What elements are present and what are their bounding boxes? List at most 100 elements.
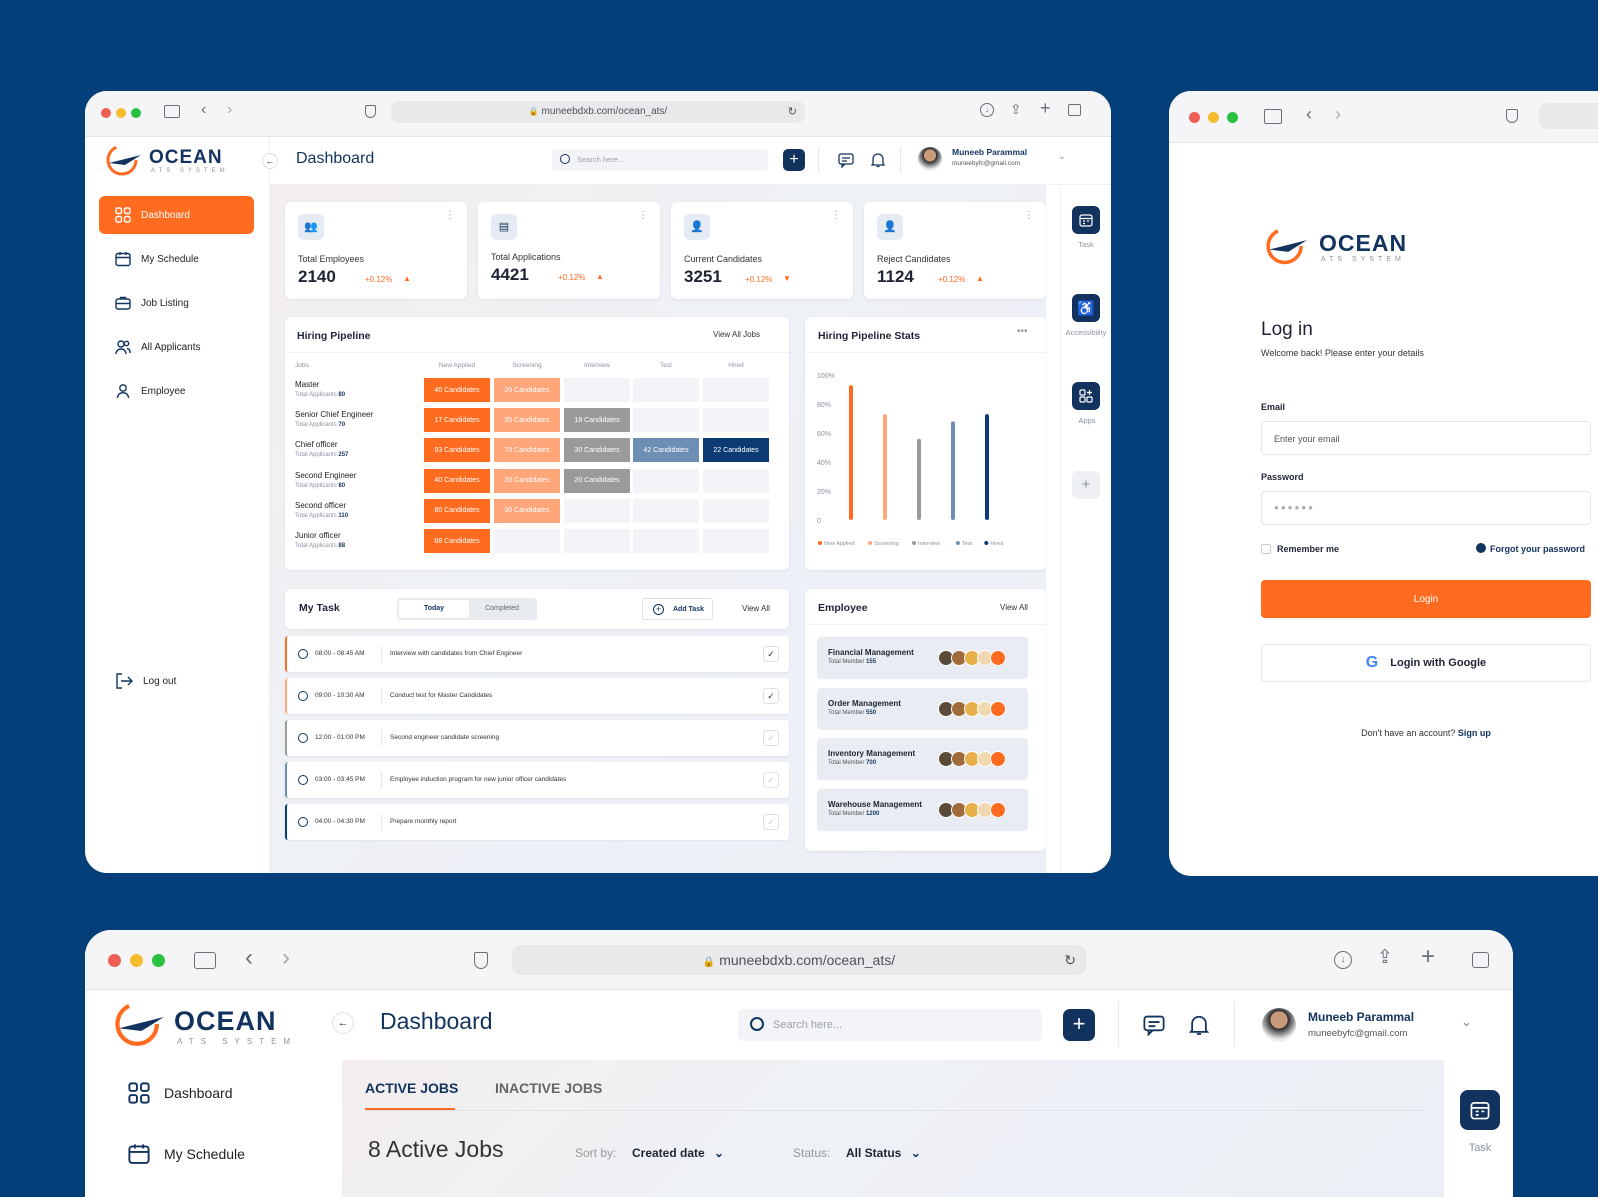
tabs-icon[interactable] xyxy=(1472,952,1489,968)
accessibility-button[interactable]: ♿ xyxy=(1072,294,1100,322)
candidate-count-tag[interactable]: 88 Candidates xyxy=(424,529,490,553)
forward-icon[interactable]: › xyxy=(282,944,290,971)
chevron-down-icon[interactable]: ⌄ xyxy=(1058,151,1066,161)
add-button[interactable]: + xyxy=(1063,1009,1095,1041)
more-icon[interactable]: ⋮ xyxy=(1024,210,1034,221)
reload-icon[interactable]: ↻ xyxy=(787,106,797,118)
sidebar-toggle-icon[interactable] xyxy=(1264,109,1282,124)
view-all-tasks-link[interactable]: View All xyxy=(742,604,770,613)
sidebar-item-job-listing[interactable]: Job Listing xyxy=(115,295,189,311)
apps-button[interactable] xyxy=(1072,382,1100,410)
sidebar-toggle-icon[interactable] xyxy=(164,105,180,118)
tab-active-jobs[interactable]: ACTIVE JOBS xyxy=(365,1080,459,1096)
candidate-count-tag[interactable]: 40 Candidates xyxy=(424,378,490,402)
sidebar-item-my-schedule[interactable]: My Schedule xyxy=(115,251,199,267)
sidebar-item-dashboard[interactable]: Dashboard xyxy=(99,196,254,234)
add-shortcut-button[interactable]: + xyxy=(1072,471,1100,499)
candidate-count-tag[interactable]: 40 Candidates xyxy=(424,468,490,493)
employee-group[interactable]: Warehouse Management Total Member 1200 xyxy=(817,788,1028,831)
back-icon[interactable]: ‹ xyxy=(1306,104,1312,124)
address-bar[interactable] xyxy=(1539,103,1598,129)
sidebar-item-all-applicants[interactable]: All Applicants xyxy=(115,339,200,355)
task-item[interactable]: 08:00 - 08:45 AM Interview with candidate… xyxy=(285,636,789,672)
chat-icon[interactable] xyxy=(838,153,854,168)
minimize-dot[interactable] xyxy=(1208,112,1219,123)
task-item[interactable]: 09:00 - 10:30 AM Conduct test for Master … xyxy=(285,678,789,714)
address-bar[interactable]: 🔒 muneebdxb.com/ocean_ats/ ↻ xyxy=(391,101,805,123)
maximize-dot[interactable] xyxy=(152,954,165,967)
employee-group[interactable]: Inventory Management Total Member 700 xyxy=(817,738,1028,780)
task-button[interactable] xyxy=(1072,206,1100,234)
collapse-sidebar-button[interactable]: ← xyxy=(332,1012,354,1034)
task-checkbox[interactable]: ✓ xyxy=(763,688,779,704)
share-icon[interactable]: ⇪ xyxy=(1010,101,1022,117)
sidebar-item-dashboard[interactable]: Dashboard xyxy=(128,1082,233,1104)
candidate-count-tag[interactable]: 22 Candidates xyxy=(703,438,769,463)
new-tab-icon[interactable]: + xyxy=(1421,943,1436,970)
minimize-dot[interactable] xyxy=(130,954,143,967)
task-item[interactable]: 12:00 - 01:00 PM Second engineer candidat… xyxy=(285,720,789,756)
task-checkbox[interactable]: ✓ xyxy=(763,730,779,746)
share-icon[interactable]: ⇪ xyxy=(1377,947,1393,968)
forward-icon[interactable]: › xyxy=(227,101,233,118)
sidebar-toggle-icon[interactable] xyxy=(194,952,216,969)
more-icon[interactable]: ⋮ xyxy=(831,210,841,221)
forgot-password-link[interactable]: Forgot your password xyxy=(1490,544,1586,554)
add-button[interactable]: + xyxy=(783,149,805,171)
candidate-count-tag[interactable]: 80 Candidates xyxy=(424,498,490,523)
back-icon[interactable]: ‹ xyxy=(201,101,207,118)
bell-icon[interactable] xyxy=(871,152,885,168)
forward-icon[interactable]: › xyxy=(1335,104,1341,124)
sort-dropdown[interactable]: Created date ⌄ xyxy=(632,1146,724,1160)
view-all-employees-link[interactable]: View All xyxy=(1000,603,1028,612)
stat-card-current-candidates[interactable]: 👤 ⋮ Current Candidates 3251 +0.12% ▼ xyxy=(671,202,853,299)
tabs-icon[interactable] xyxy=(1068,104,1081,116)
address-bar[interactable]: 🔒 muneebdxb.com/ocean_ats/ ↻ xyxy=(512,945,1086,975)
candidate-count-tag[interactable]: 17 Candidates xyxy=(424,408,490,433)
sidebar-item-employee[interactable]: Employee xyxy=(115,383,185,399)
employee-group[interactable]: Financial Management Total Member 155 xyxy=(817,637,1028,679)
logout-button[interactable]: Log out xyxy=(115,673,176,689)
add-task-button[interactable]: + Add Task xyxy=(642,598,713,620)
task-item[interactable]: 03:00 - 03:45 PM Employee induction progr… xyxy=(285,762,789,798)
stat-card-total-applications[interactable]: ▤ ⋮ Total Applications 4421 +0.12% ▲ xyxy=(478,202,660,299)
stat-card-reject-candidates[interactable]: 👤 ⋮ Reject Candidates 1124 +0.12% ▲ xyxy=(864,202,1046,299)
task-item[interactable]: 04:00 - 04:30 PM Prepare monthly report ✓ xyxy=(285,804,789,840)
close-dot[interactable] xyxy=(101,108,111,118)
signup-link[interactable]: Sign up xyxy=(1457,728,1491,738)
stat-card-total-employees[interactable]: 👥 ⋮ Total Employees 2140 +0.12% ▲ xyxy=(285,202,467,299)
candidate-count-tag[interactable]: 30 Candidates xyxy=(494,498,560,523)
password-field[interactable]: ●●●●●● xyxy=(1261,491,1591,525)
minimize-dot[interactable] xyxy=(116,108,126,118)
download-icon[interactable]: ↓ xyxy=(980,103,994,117)
tab-today[interactable]: Today xyxy=(399,600,469,618)
close-dot[interactable] xyxy=(108,954,121,967)
more-icon[interactable]: ••• xyxy=(1017,326,1028,337)
candidate-count-tag[interactable]: 20 Candidates xyxy=(494,468,560,493)
maximize-dot[interactable] xyxy=(131,108,141,118)
status-dropdown[interactable]: All Status ⌄ xyxy=(846,1146,921,1160)
task-checkbox[interactable]: ✓ xyxy=(763,814,779,830)
remember-checkbox[interactable] xyxy=(1261,544,1271,554)
task-checkbox[interactable]: ✓ xyxy=(763,772,779,788)
tab-completed[interactable]: Completed xyxy=(485,605,519,612)
candidate-count-tag[interactable]: 93 Candidates xyxy=(424,438,490,463)
tab-inactive-jobs[interactable]: INACTIVE JOBS xyxy=(495,1080,603,1096)
employee-group[interactable]: Order Management Total Member 550 xyxy=(817,687,1028,730)
candidate-count-tag[interactable]: 20 Candidates xyxy=(564,468,630,493)
login-button[interactable]: Login xyxy=(1261,580,1591,618)
task-button[interactable] xyxy=(1460,1090,1500,1130)
reload-icon[interactable]: ↻ xyxy=(1064,952,1076,968)
more-icon[interactable]: ⋮ xyxy=(445,210,455,221)
candidate-count-tag[interactable]: 20 Candidates xyxy=(494,378,560,402)
download-icon[interactable]: ↓ xyxy=(1334,951,1352,969)
collapse-sidebar-button[interactable]: ← xyxy=(262,153,278,169)
search-input[interactable]: Search here... xyxy=(552,149,768,171)
candidate-count-tag[interactable]: 35 Candidates xyxy=(494,408,560,433)
avatar[interactable] xyxy=(1262,1008,1296,1042)
chat-icon[interactable] xyxy=(1143,1015,1165,1036)
email-field[interactable]: Enter your email xyxy=(1261,421,1591,455)
google-login-button[interactable]: G Login with Google xyxy=(1261,644,1591,682)
search-input[interactable]: Search here... xyxy=(738,1009,1042,1041)
maximize-dot[interactable] xyxy=(1227,112,1238,123)
